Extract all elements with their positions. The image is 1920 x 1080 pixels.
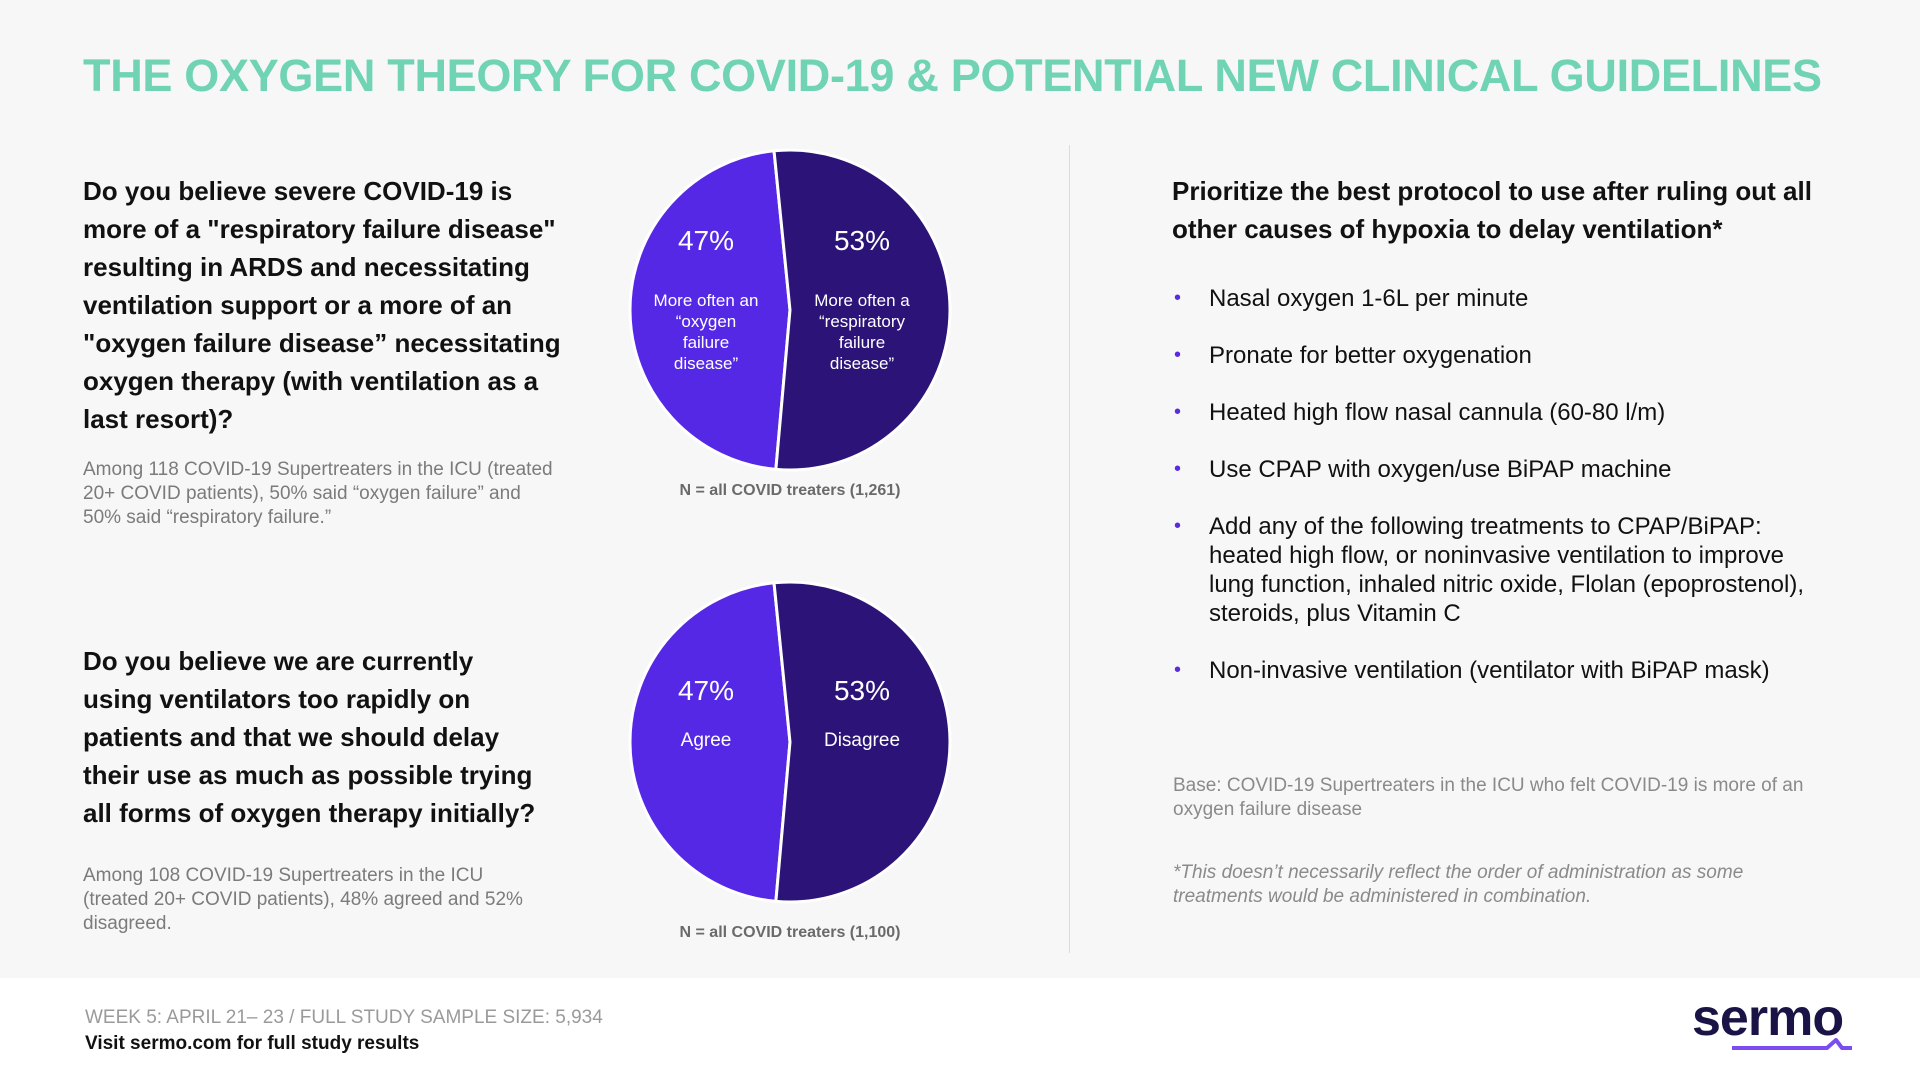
footer-bar bbox=[0, 978, 1920, 1080]
protocol-item-text: Use CPAP with oxygen/use BiPAP machine bbox=[1209, 456, 1672, 483]
question-1: Do you believe severe COVID-19 is more o… bbox=[83, 176, 561, 434]
pie-percent-label: 53% bbox=[834, 225, 890, 256]
protocol-item: • Non-invasive ventilation (ventilator wi… bbox=[1172, 656, 1832, 685]
sermo-logo: sermo bbox=[1692, 990, 1877, 1060]
question-2-note: Among 108 COVID-19 Supertreaters in the … bbox=[83, 865, 523, 934]
protocol-item-text: Non-invasive ventilation (ventilator wit… bbox=[1209, 657, 1770, 684]
protocol-item: • Add any of the following treatments to … bbox=[1172, 512, 1832, 628]
page-title: THE OXYGEN THEORY FOR COVID-19 & POTENTI… bbox=[83, 50, 1822, 101]
protocol-item: • Heated high flow nasal cannula (60-80 l… bbox=[1172, 398, 1832, 427]
question-1-note: Among 118 COVID-19 Supertreaters in the … bbox=[83, 459, 553, 528]
bullet-icon: • bbox=[1174, 344, 1182, 366]
question-2: Do you believe we are currently using ve… bbox=[83, 646, 536, 828]
disclaimer-note: *This doesn’t necessarily reflect the or… bbox=[1173, 862, 1744, 907]
logo-wordmark: sermo bbox=[1692, 989, 1844, 1047]
pie-slice-label: More often a “respiratory failure disease” bbox=[814, 291, 910, 373]
pie-percent-label: 47% bbox=[678, 225, 734, 256]
pie-1-footnote: N = all COVID treaters (1,261) bbox=[679, 482, 901, 499]
protocol-item: • Use CPAP with oxygen/use BiPAP machine bbox=[1172, 455, 1832, 484]
bullet-icon: • bbox=[1174, 515, 1182, 537]
pie-slice-label: Disagree bbox=[824, 730, 900, 751]
column-divider bbox=[1069, 145, 1070, 953]
pie-percent-label: 47% bbox=[678, 675, 734, 706]
protocol-item: • Pronate for better oxygenation bbox=[1172, 341, 1832, 370]
base-note: Base: COVID-19 Supertreaters in the ICU … bbox=[1173, 775, 1804, 820]
pie-slice-label: More often an “oxygen failure disease” bbox=[654, 291, 759, 373]
protocol-item-text: Pronate for better oxygenation bbox=[1209, 342, 1532, 369]
pie-slice-left bbox=[628, 149, 792, 472]
pie-percent-label: 53% bbox=[834, 675, 890, 706]
study-info: WEEK 5: APRIL 21– 23 / FULL STUDY SAMPLE… bbox=[85, 1007, 603, 1028]
protocol-item-text: Nasal oxygen 1-6L per minute bbox=[1209, 285, 1529, 312]
protocol-item-text: Add any of the following treatments to C… bbox=[1209, 513, 1805, 627]
protocol-item-text: Heated high flow nasal cannula (60-80 l/… bbox=[1209, 399, 1666, 426]
pie-2-footnote: N = all COVID treaters (1,100) bbox=[679, 924, 901, 941]
protocol-question: Prioritize the best protocol to use afte… bbox=[1172, 176, 1812, 244]
pie-slice-left bbox=[628, 581, 792, 904]
pie-slice-right bbox=[772, 580, 952, 904]
pie-chart-2: 47% Agree 53% Disagree bbox=[620, 572, 960, 912]
visit-link-text: Visit sermo.com for full study results bbox=[85, 1033, 420, 1054]
pie-slice-right bbox=[772, 148, 952, 472]
protocol-item: • Nasal oxygen 1-6L per minute bbox=[1172, 284, 1832, 313]
pie-2-svg: 47% Agree 53% Disagree bbox=[628, 580, 952, 904]
bullet-icon: • bbox=[1174, 401, 1182, 423]
pie-slice-label: Agree bbox=[681, 730, 732, 751]
bullet-icon: • bbox=[1174, 458, 1182, 480]
protocol-list: • Nasal oxygen 1-6L per minute • Pronate f… bbox=[1172, 284, 1832, 713]
logo-swoosh-icon bbox=[1732, 1038, 1852, 1050]
bullet-icon: • bbox=[1174, 659, 1182, 681]
pie-chart-1: 47% More often an “oxygen failure disease” 53… bbox=[620, 140, 960, 480]
bullet-icon: • bbox=[1174, 287, 1182, 309]
pie-1-svg: 47% More often an “oxygen failure disease” 53… bbox=[628, 148, 952, 472]
